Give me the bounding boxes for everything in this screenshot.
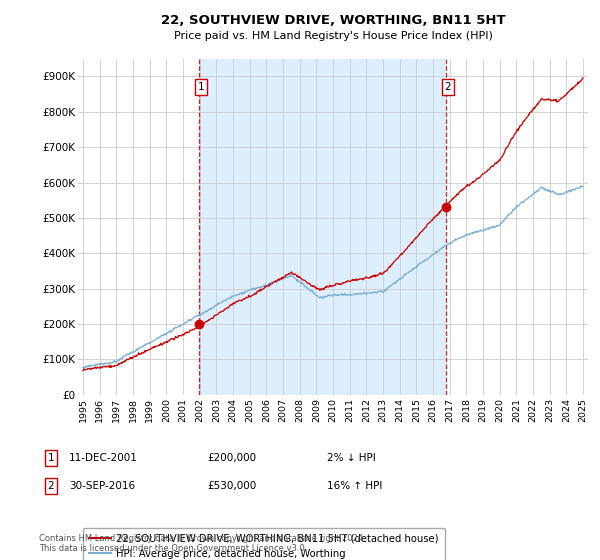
Legend: 22, SOUTHVIEW DRIVE, WORTHING, BN11 5HT (detached house), HPI: Average price, de: 22, SOUTHVIEW DRIVE, WORTHING, BN11 5HT … (83, 528, 445, 560)
Text: 11-DEC-2001: 11-DEC-2001 (69, 453, 138, 463)
Text: Contains HM Land Registry data © Crown copyright and database right 2024.
This d: Contains HM Land Registry data © Crown c… (39, 534, 365, 553)
Text: 2: 2 (445, 82, 451, 92)
Text: 1: 1 (47, 453, 55, 463)
Text: 22, SOUTHVIEW DRIVE, WORTHING, BN11 5HT: 22, SOUTHVIEW DRIVE, WORTHING, BN11 5HT (161, 14, 505, 27)
Text: £200,000: £200,000 (207, 453, 256, 463)
Text: 2: 2 (47, 481, 55, 491)
Text: 16% ↑ HPI: 16% ↑ HPI (327, 481, 382, 491)
Text: 2% ↓ HPI: 2% ↓ HPI (327, 453, 376, 463)
Text: £530,000: £530,000 (207, 481, 256, 491)
Text: 1: 1 (198, 82, 205, 92)
Text: Price paid vs. HM Land Registry's House Price Index (HPI): Price paid vs. HM Land Registry's House … (173, 31, 493, 41)
Bar (199, 59, 446, 395)
Text: 30-SEP-2016: 30-SEP-2016 (69, 481, 135, 491)
